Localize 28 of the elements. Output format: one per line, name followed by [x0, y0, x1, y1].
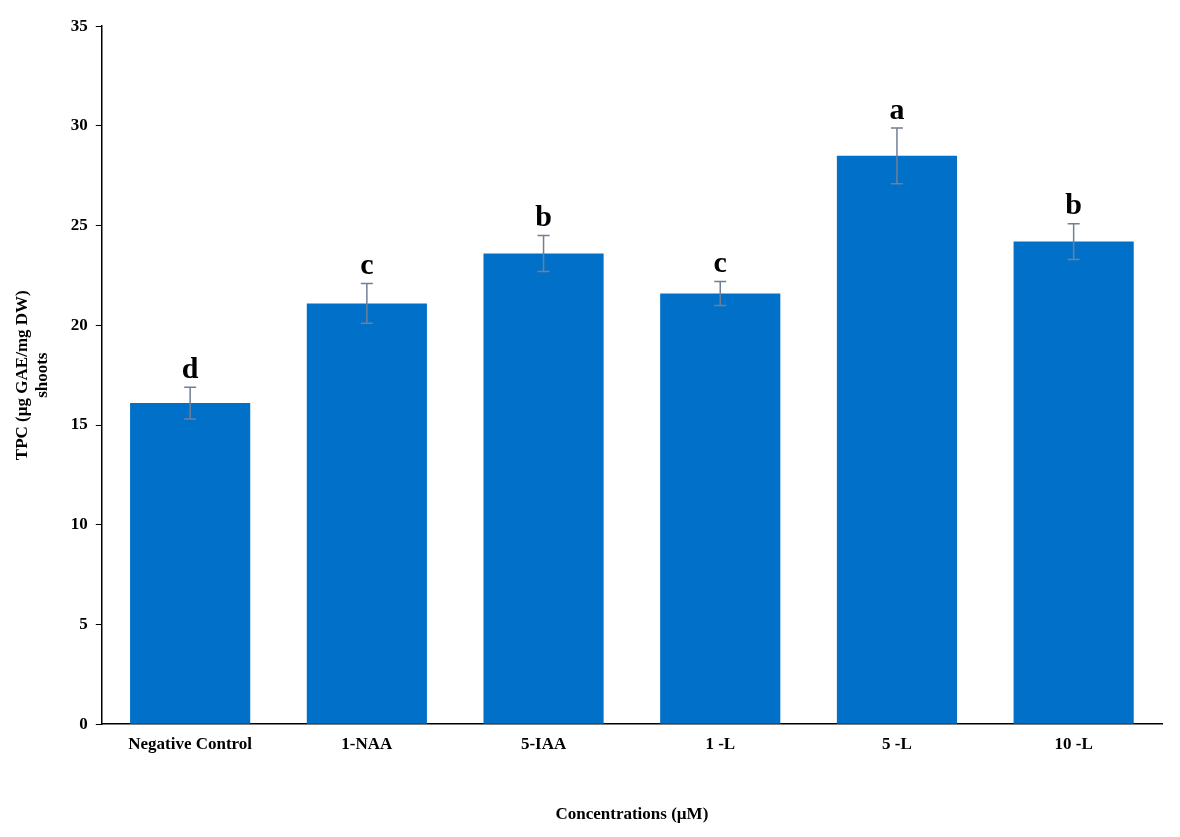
x-tick-label: 5-IAA — [520, 733, 567, 753]
y-tick-label: 15 — [70, 414, 88, 434]
x-axis-title: Concentrations (µM) — [555, 804, 709, 824]
x-tick-label: 1-NAA — [341, 733, 394, 753]
y-tick-label: 35 — [70, 15, 88, 35]
x-tick-label: 5 -L — [882, 733, 912, 753]
y-tick-label: 0 — [79, 713, 88, 733]
bar — [836, 155, 958, 724]
bar — [483, 253, 604, 724]
y-tick-label: 30 — [70, 115, 88, 135]
annotation: d — [181, 350, 199, 384]
x-tick-label: Negative Control — [128, 733, 253, 753]
annotation: a — [889, 91, 905, 125]
annotation: c — [713, 245, 727, 279]
bar — [306, 303, 427, 724]
y-tick-label: 5 — [79, 613, 88, 633]
annotation: b — [535, 199, 552, 233]
bar — [1013, 241, 1134, 724]
x-tick-label: 10 -L — [1054, 733, 1093, 753]
y-axis-title: TPC (µg GAE/mg DW) shoots — [11, 290, 51, 461]
y-tick-label: 25 — [70, 215, 88, 235]
y-tick-label: 10 — [70, 514, 88, 534]
annotation: b — [1065, 187, 1082, 221]
y-tick-label: 20 — [70, 314, 88, 334]
x-tick-label: 1 -L — [705, 733, 736, 753]
annotation: c — [360, 247, 374, 281]
bar — [130, 403, 251, 724]
bar — [660, 293, 781, 724]
